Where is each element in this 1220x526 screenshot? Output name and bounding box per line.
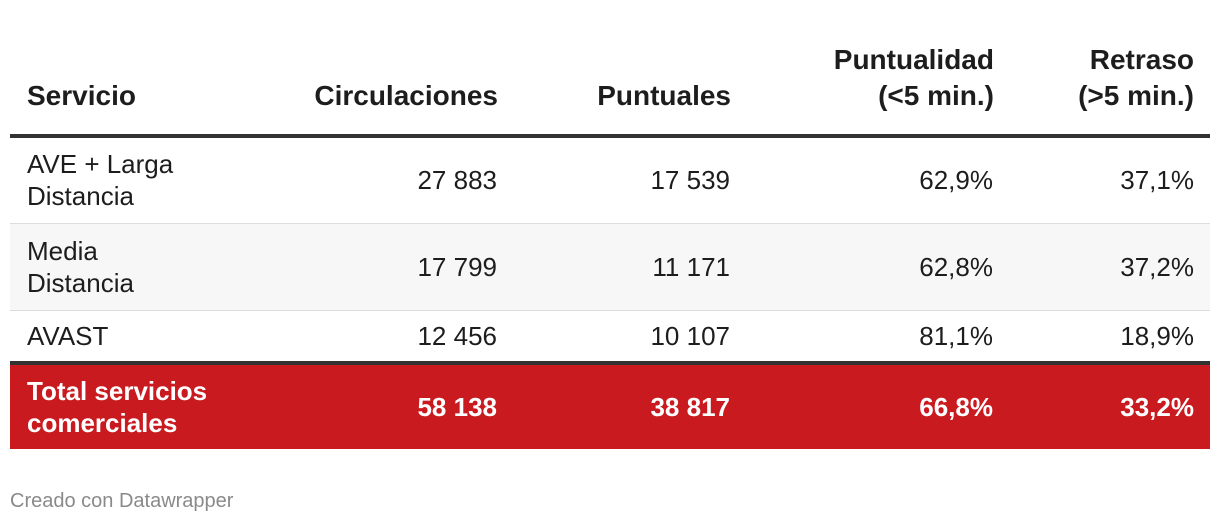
- table-header: Servicio Circulaciones Puntuales Puntual…: [10, 0, 1210, 138]
- cell-puntuales: 11 171: [498, 223, 731, 311]
- cell-puntuales: 10 107: [498, 310, 731, 365]
- cell-circulaciones: 17 799: [240, 223, 498, 311]
- cell-puntualidad: 62,8%: [731, 223, 994, 311]
- total-retraso: 33,2%: [994, 363, 1210, 449]
- cell-retraso: 37,2%: [994, 223, 1210, 311]
- cell-puntualidad: 81,1%: [731, 310, 994, 365]
- total-circulaciones: 58 138: [240, 363, 498, 449]
- header-retraso-line1: Retraso: [1089, 44, 1194, 75]
- cell-servicio: AVAST: [10, 310, 240, 365]
- cell-servicio-line1: AVE + Larga: [27, 149, 174, 180]
- header-retraso[interactable]: Retraso (>5 min.): [994, 0, 1210, 138]
- cell-circulaciones: 27 883: [240, 136, 498, 224]
- header-row: Servicio Circulaciones Puntuales Puntual…: [10, 0, 1210, 138]
- header-puntualidad[interactable]: Puntualidad (<5 min.): [731, 0, 994, 138]
- header-puntuales[interactable]: Puntuales: [498, 0, 731, 138]
- header-circulaciones[interactable]: Circulaciones: [240, 0, 498, 138]
- table-total: Total servicios comerciales 58 138 38 81…: [10, 363, 1210, 449]
- cell-retraso: 18,9%: [994, 310, 1210, 365]
- total-puntualidad: 66,8%: [731, 363, 994, 449]
- table-body: AVE + Larga Distancia 27 883 17 539 62,9…: [10, 136, 1210, 365]
- table-row: AVAST 12 456 10 107 81,1% 18,9%: [10, 310, 1210, 365]
- total-servicio: Total servicios comerciales: [10, 363, 240, 449]
- cell-servicio-line2: Distancia: [27, 181, 134, 212]
- total-row: Total servicios comerciales 58 138 38 81…: [10, 363, 1210, 449]
- cell-circulaciones: 12 456: [240, 310, 498, 365]
- cell-servicio-line2: Distancia: [27, 267, 134, 298]
- cell-servicio-line1: Media: [27, 235, 98, 266]
- header-servicio[interactable]: Servicio: [10, 0, 240, 138]
- cell-retraso: 37,1%: [994, 136, 1210, 224]
- cell-servicio: AVE + Larga Distancia: [10, 136, 240, 224]
- total-servicio-line2: comerciales: [27, 408, 178, 438]
- data-table: Servicio Circulaciones Puntuales Puntual…: [10, 0, 1210, 449]
- table-row: Media Distancia 17 799 11 171 62,8% 37,2…: [10, 223, 1210, 311]
- header-puntualidad-line2: (<5 min.): [878, 80, 994, 111]
- cell-puntuales: 17 539: [498, 136, 731, 224]
- cell-servicio: Media Distancia: [10, 223, 240, 311]
- total-servicio-line1: Total servicios: [27, 376, 208, 406]
- header-retraso-line2: (>5 min.): [1078, 80, 1194, 111]
- credit-link[interactable]: Creado con Datawrapper: [10, 490, 234, 512]
- table-row: AVE + Larga Distancia 27 883 17 539 62,9…: [10, 136, 1210, 224]
- table-wrapper: Servicio Circulaciones Puntuales Puntual…: [10, 0, 1210, 449]
- total-puntuales: 38 817: [498, 363, 731, 449]
- cell-puntualidad: 62,9%: [731, 136, 994, 224]
- header-puntualidad-line1: Puntualidad: [833, 44, 994, 75]
